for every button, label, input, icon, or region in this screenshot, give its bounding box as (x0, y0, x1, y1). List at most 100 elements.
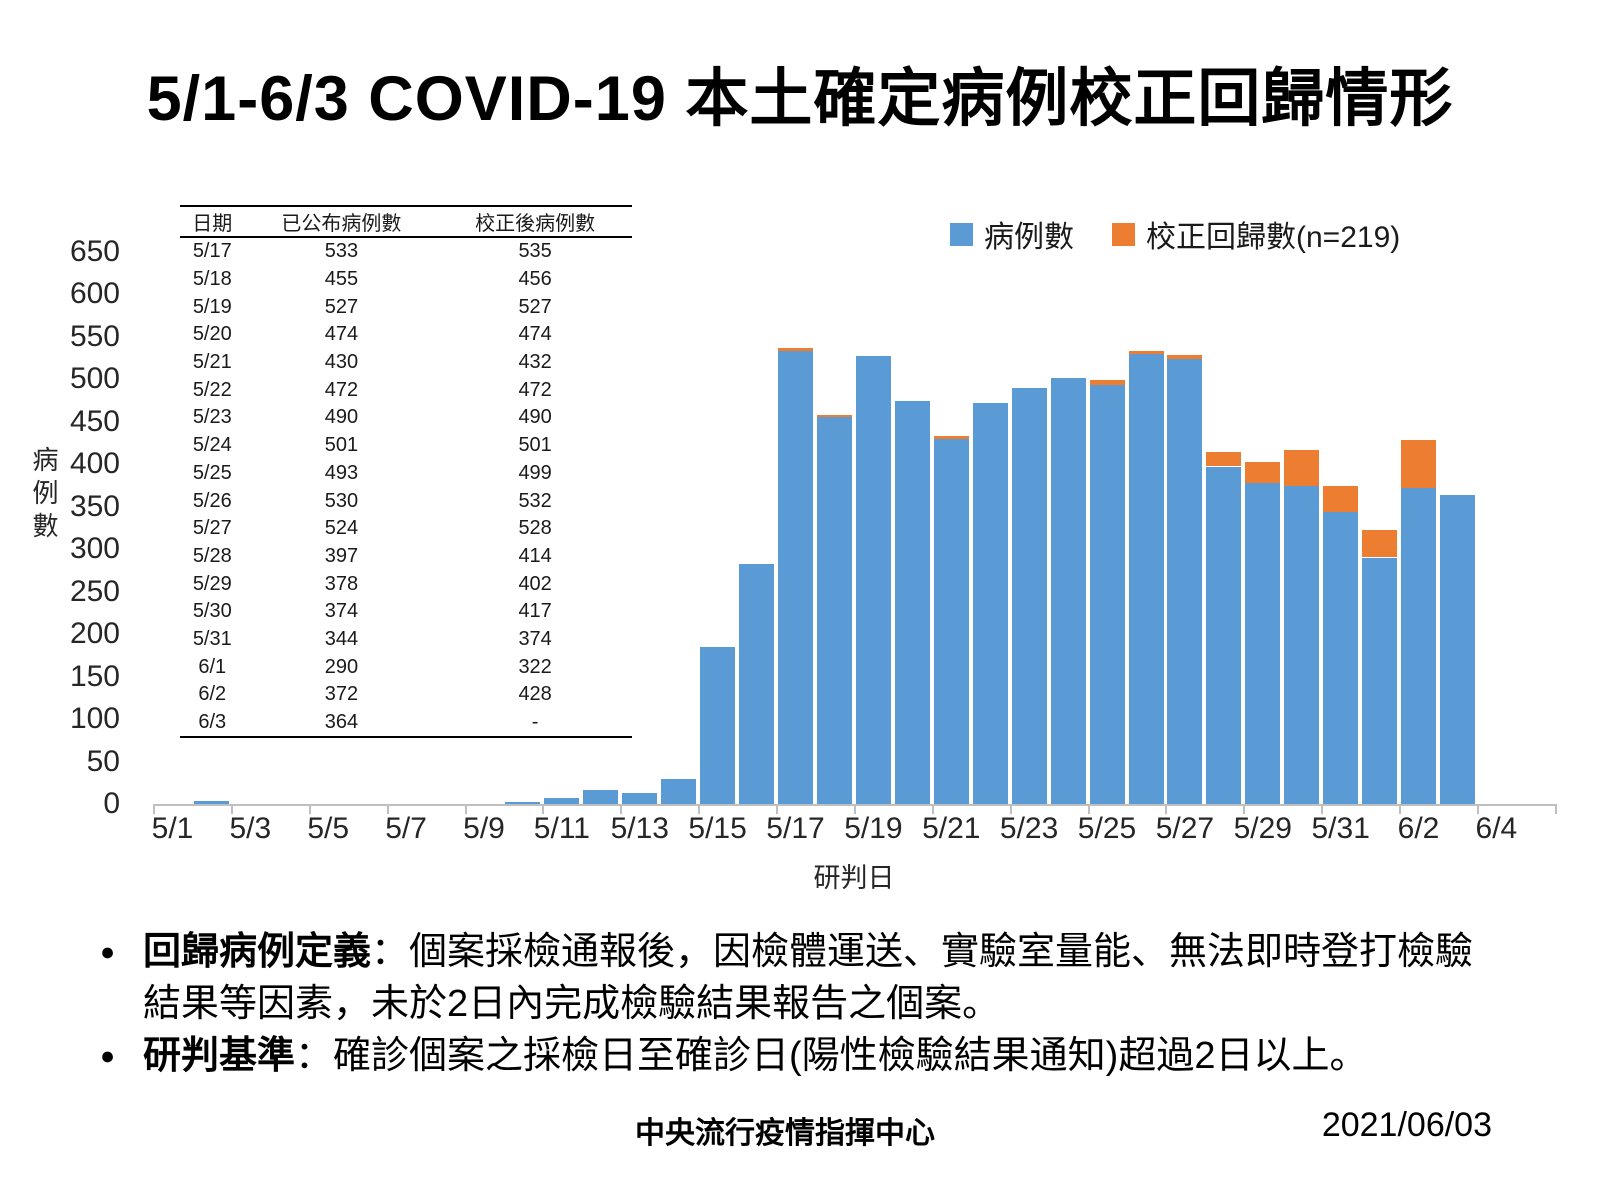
table-cell: 5/23 (192, 406, 232, 429)
axis-tick (1399, 804, 1402, 814)
x-axis-line (153, 804, 1555, 806)
table-row: 5/22 472 472 (180, 376, 632, 404)
y-axis-label: 450 (69, 404, 120, 438)
axis-tick (1009, 804, 1012, 814)
bar-case (855, 356, 891, 804)
table-header-cell: 校正後病例數 (438, 206, 632, 238)
table-cell: 455 (324, 268, 359, 291)
x-axis-label: 5/1 (151, 812, 194, 845)
axis-tick (1554, 804, 1557, 814)
table-cell: 532 (518, 489, 552, 512)
y-axis-label: 150 (69, 659, 120, 693)
correction-table: 日期 已公布病例數 校正後病例數 5/17 533 535 5/18 455 456 5/19 5… (180, 205, 632, 739)
bar-correction (1167, 355, 1203, 359)
bar-case (1167, 358, 1203, 804)
bar-case (1323, 511, 1359, 804)
axis-tick (308, 804, 311, 814)
bar-correction (778, 348, 813, 351)
table-cell: 527 (324, 295, 359, 318)
bar-correction (1284, 449, 1320, 487)
table-cell: 499 (518, 461, 552, 484)
note-criteria-body: ：確診個案之採檢日至確診日(陽性檢驗結果通知)超過2日以上。 (295, 1035, 1368, 1077)
legend-item: 病例數 (950, 212, 1074, 256)
table-cell: 378 (324, 572, 359, 595)
x-axis-label: 5/3 (229, 812, 272, 845)
table-cell: 5/31 (192, 627, 232, 650)
bar-case (505, 802, 541, 804)
table-cell: 5/25 (192, 461, 232, 484)
x-axis-label: 5/11 (533, 812, 590, 845)
axis-tick (230, 804, 233, 814)
y-axis-label: 300 (69, 532, 120, 565)
x-axis-label: 6/4 (1475, 812, 1518, 845)
y-axis-label: 200 (69, 617, 120, 650)
table-cell: - (531, 711, 539, 734)
y-axis-title: 病例數 (29, 446, 59, 545)
bar-case (1284, 486, 1320, 804)
x-axis-title: 研判日 (813, 863, 895, 893)
bar-correction (1089, 379, 1125, 385)
table-cell: 344 (324, 627, 359, 650)
axis-tick (776, 804, 778, 814)
legend-swatch (950, 222, 973, 246)
axis-tick (153, 804, 155, 814)
footer-organization: 中央流行疫情指揮中心 (635, 1117, 935, 1150)
table-row: 5/18 455 456 (180, 266, 632, 294)
correction-table-wrap: 日期 已公布病例數 校正後病例數 5/17 533 535 5/18 455 456 5/19 5… (180, 205, 632, 739)
bar-case (778, 350, 813, 804)
y-axis-label: 500 (69, 362, 120, 395)
bar-case (544, 798, 580, 804)
table-cell: 417 (518, 600, 552, 623)
chart-legend: 病例數 校正回歸數(n=219) (950, 212, 1400, 256)
bar-case (661, 779, 697, 804)
note-definition-text: 回歸病例定義：個案採檢通報後，因檢體運送、實驗室量能、無法即時登打檢驗結果等因素… (143, 926, 1493, 1030)
bar-case (193, 800, 229, 804)
table-cell: 322 (518, 655, 552, 678)
x-axis-label: 5/27 (1155, 812, 1215, 845)
bar-case (1440, 494, 1475, 804)
table-row: 5/21 430 432 (180, 349, 632, 377)
table-header-row: 日期 已公布病例數 校正後病例數 (180, 206, 632, 238)
table-row: 5/29 378 402 (180, 570, 632, 598)
table-cell: 5/26 (192, 489, 232, 512)
table-row: 5/17 533 535 (180, 237, 632, 266)
axis-tick (931, 804, 934, 814)
x-axis-label: 5/13 (610, 812, 669, 845)
table-cell: 372 (324, 683, 359, 706)
y-axis-label: 50 (86, 744, 120, 778)
table-row: 6/3 364 - (180, 709, 632, 738)
bar-case (972, 402, 1008, 804)
bar-case (700, 646, 736, 805)
table-row: 6/1 290 322 (180, 653, 632, 681)
table-cell: 374 (518, 627, 552, 650)
table-cell: 6/3 (198, 711, 227, 734)
x-axis-label: 5/31 (1311, 812, 1370, 845)
table-cell: 527 (518, 295, 552, 318)
axis-tick (386, 804, 389, 814)
table-row: 5/31 344 374 (180, 626, 632, 654)
table-row: 5/27 524 528 (180, 515, 632, 543)
bar-case (1050, 378, 1086, 804)
legend-label: 校正回歸數(n=219) (1146, 221, 1401, 254)
x-axis-label: 5/5 (307, 812, 350, 845)
bullet-icon: ● (100, 938, 116, 966)
bar-case (1128, 353, 1164, 804)
bar-correction (1362, 530, 1398, 558)
x-axis-label: 5/23 (999, 812, 1059, 845)
y-axis-label: 550 (69, 319, 120, 353)
axis-tick (1477, 804, 1479, 814)
table-row: 5/20 474 474 (180, 321, 632, 349)
table-cell: 490 (324, 406, 359, 429)
table-row: 5/19 527 527 (180, 293, 632, 321)
bar-case (1401, 487, 1436, 804)
y-axis-label: 400 (69, 447, 120, 480)
x-axis-label: 5/7 (385, 812, 427, 845)
table-cell: 364 (324, 711, 359, 734)
bullet-icon: ● (100, 1042, 116, 1070)
table-row: 5/24 501 501 (180, 432, 632, 460)
table-cell: 5/19 (192, 295, 232, 318)
table-header-cell: 日期 (180, 206, 245, 238)
table-cell: 474 (324, 323, 359, 346)
footer-date: 2021/06/03 (1321, 1106, 1492, 1144)
